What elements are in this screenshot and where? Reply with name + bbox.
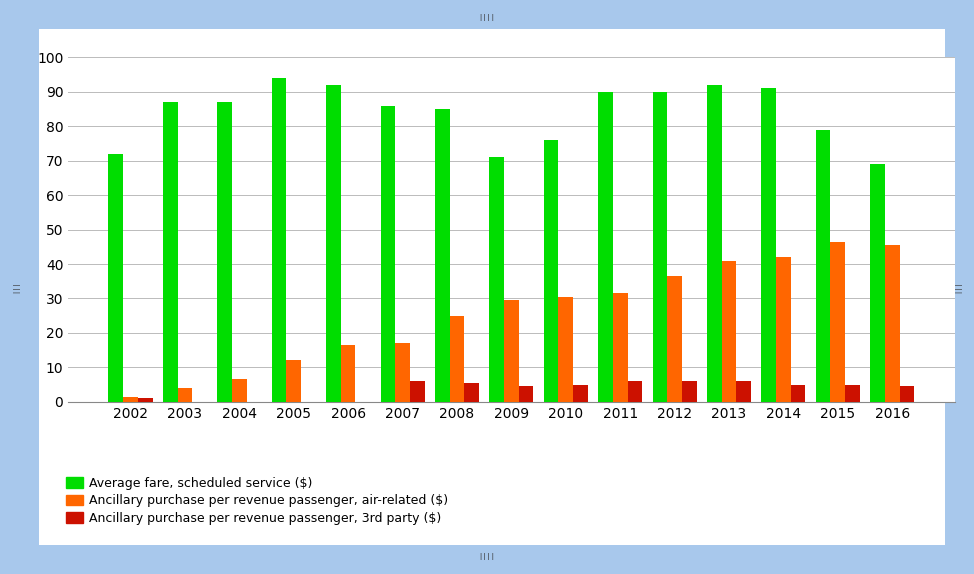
Bar [831,242,845,402]
Bar [573,385,587,402]
Bar [707,85,722,402]
Bar [341,345,356,402]
Bar [108,154,123,402]
Bar [722,261,736,402]
Text: ||||: |||| [478,553,496,560]
Bar [543,140,558,402]
Bar [558,297,573,402]
Bar [123,397,138,402]
Text: |||: ||| [13,281,19,293]
Bar [791,385,805,402]
Bar [627,381,642,402]
Bar [450,316,465,402]
Bar [465,383,479,402]
Bar [598,92,613,402]
Bar [286,360,301,402]
Bar [653,92,667,402]
Bar [870,164,884,402]
Text: |||: ||| [955,281,961,293]
Bar [519,386,534,402]
Bar [884,245,900,402]
Bar [326,85,341,402]
Text: ||||: |||| [478,14,496,21]
Bar [504,300,519,402]
Bar [682,381,696,402]
Bar [435,109,450,402]
Bar [736,381,751,402]
Bar [776,257,791,402]
Bar [138,398,153,402]
Bar [381,106,395,402]
Bar [232,379,246,402]
Bar [667,276,682,402]
Bar [177,388,192,402]
Bar [762,88,776,402]
Bar [272,78,286,402]
Bar [163,102,177,402]
Bar [217,102,232,402]
Bar [410,381,425,402]
Bar [395,343,410,402]
Bar [613,293,627,402]
Bar [900,386,915,402]
Bar [845,385,860,402]
Legend: Average fare, scheduled service ($), Ancillary purchase per revenue passenger, a: Average fare, scheduled service ($), Anc… [65,477,448,525]
Bar [489,157,504,402]
Bar [816,130,831,402]
